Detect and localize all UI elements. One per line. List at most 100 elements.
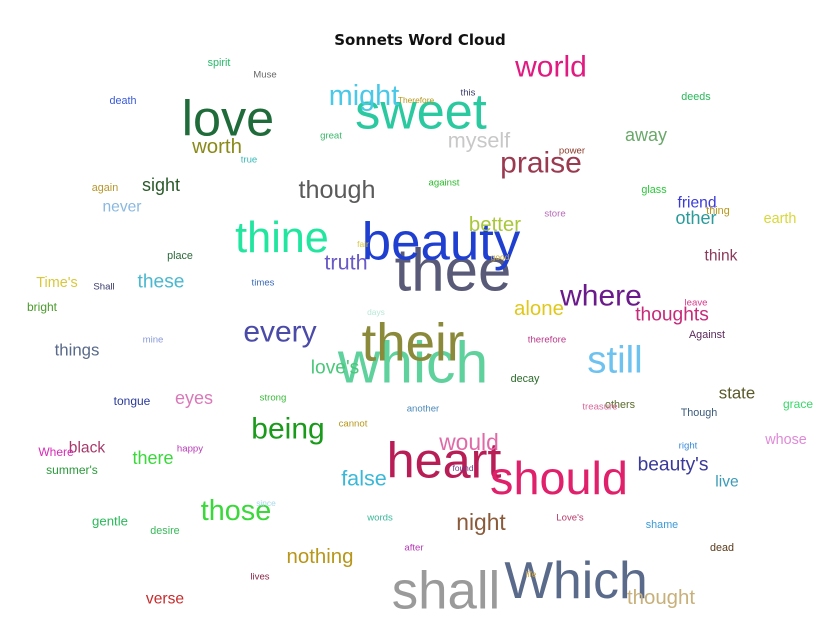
- word-summer-s: summer's: [46, 463, 98, 477]
- word-muse: Muse: [253, 70, 276, 81]
- word-after: after: [404, 543, 424, 554]
- word-these: these: [138, 272, 185, 293]
- word-sweet: sweet: [355, 83, 487, 140]
- word-death: death: [109, 95, 136, 107]
- word-therefore: Therefore: [398, 95, 435, 105]
- word-which: which: [337, 331, 488, 396]
- word-layer: thee which beauty their shall Which heart sweet…: [27, 51, 813, 621]
- word-love-s: Love's: [556, 513, 584, 524]
- word-black: black: [69, 440, 106, 457]
- word-good: good: [491, 252, 510, 262]
- word-decay: decay: [511, 373, 540, 385]
- word-whose: whose: [764, 432, 807, 448]
- word-which: Which: [504, 551, 647, 609]
- word-again: again: [92, 182, 118, 194]
- word-alone: alone: [514, 298, 564, 320]
- word-grace: grace: [783, 397, 813, 411]
- word-tongue: tongue: [114, 394, 151, 408]
- word-though: though: [298, 176, 375, 204]
- word-being: being: [251, 413, 324, 446]
- word-earth: earth: [764, 211, 797, 227]
- word-thee: thee: [395, 237, 512, 304]
- word-nothing: nothing: [287, 546, 354, 568]
- word-though: Though: [681, 407, 718, 419]
- word-against: Against: [689, 329, 725, 341]
- word-should: should: [490, 452, 628, 504]
- word-times: times: [252, 278, 275, 289]
- word-would: would: [438, 429, 499, 455]
- word-sight: sight: [142, 175, 180, 195]
- word-myself: myself: [448, 128, 511, 153]
- word-since: since: [256, 498, 276, 508]
- chart-title: Sonnets Word Cloud: [334, 31, 506, 49]
- word-others: others: [605, 399, 636, 411]
- word-thoughts: thoughts: [635, 305, 709, 326]
- word-beauty-s: beauty's: [638, 455, 709, 476]
- word-shall: shall: [392, 562, 501, 621]
- word-gentle: gentle: [92, 514, 128, 529]
- word-love-s: love's: [311, 358, 359, 379]
- word-store: store: [544, 209, 565, 220]
- word-state: state: [719, 384, 755, 403]
- word-fair: fair: [357, 239, 369, 249]
- word-treasure: treasure: [582, 402, 617, 413]
- word-better: better: [469, 214, 521, 236]
- word-worth: worth: [191, 136, 242, 158]
- word-therefore: therefore: [528, 335, 566, 346]
- word-desire: desire: [150, 525, 179, 537]
- word-deeds: deeds: [681, 91, 711, 103]
- word-live: live: [715, 474, 738, 491]
- word-happy: happy: [177, 444, 203, 455]
- word-this: this: [461, 88, 476, 99]
- word-place: place: [167, 250, 193, 262]
- word-love: love: [182, 90, 274, 147]
- word-still: still: [587, 339, 642, 382]
- word-thing: thing: [706, 205, 729, 217]
- word-those: those: [201, 495, 271, 527]
- word-never: never: [102, 199, 141, 216]
- word-where: where: [559, 280, 642, 313]
- word-shall: Shall: [93, 282, 114, 293]
- word-friend: friend: [677, 195, 716, 212]
- word-night: night: [456, 509, 506, 535]
- word-right: right: [679, 441, 698, 452]
- word-against: against: [429, 178, 460, 189]
- word-power: power: [559, 146, 586, 157]
- word-leave: leave: [685, 298, 708, 309]
- word-found: found: [453, 463, 474, 473]
- word-think: think: [705, 248, 738, 265]
- word-praise: praise: [500, 147, 582, 180]
- word-dead: dead: [710, 542, 734, 554]
- word-another: another: [407, 404, 440, 415]
- word-spirit: spirit: [208, 57, 231, 69]
- word-things: things: [55, 341, 100, 360]
- word-true: true: [241, 155, 258, 166]
- word-beauty: beauty: [362, 213, 521, 272]
- word-other: other: [675, 208, 716, 228]
- word-their: their: [362, 314, 465, 373]
- word-time-s: Time's: [36, 275, 77, 291]
- word-heart: heart: [387, 432, 502, 489]
- word-thought: thought: [627, 587, 695, 609]
- word-mine: mine: [143, 335, 164, 346]
- word-life: life: [526, 569, 537, 579]
- word-bright: bright: [27, 300, 58, 314]
- word-shame: shame: [646, 519, 678, 531]
- word-world: world: [514, 51, 587, 84]
- word-verse: verse: [146, 591, 184, 608]
- word-eyes: eyes: [175, 388, 213, 408]
- word-strong: strong: [260, 393, 287, 404]
- word-away: away: [625, 125, 667, 145]
- word-every: every: [243, 316, 316, 349]
- word-thine: thine: [235, 214, 329, 262]
- word-words: words: [366, 513, 393, 524]
- word-cannot: cannot: [339, 419, 368, 430]
- word-great: great: [320, 131, 342, 142]
- word-there: there: [132, 448, 173, 468]
- word-might: might: [329, 80, 399, 112]
- word-days: days: [367, 307, 385, 317]
- word-false: false: [341, 466, 387, 491]
- word-truth: truth: [324, 250, 367, 275]
- word-lives: lives: [250, 572, 269, 583]
